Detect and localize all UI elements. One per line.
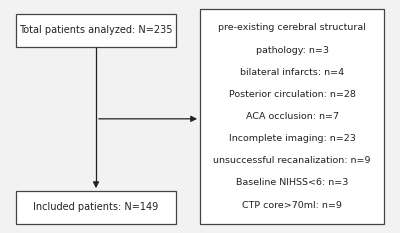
Text: Posterior circulation: n=28: Posterior circulation: n=28 <box>228 90 356 99</box>
Text: Total patients analyzed: N=235: Total patients analyzed: N=235 <box>19 25 173 35</box>
Text: Included patients: N=149: Included patients: N=149 <box>33 202 159 212</box>
Text: unsuccessful recanalization: n=9: unsuccessful recanalization: n=9 <box>213 156 371 165</box>
FancyBboxPatch shape <box>16 191 176 224</box>
Text: ACA occlusion: n=7: ACA occlusion: n=7 <box>246 112 338 121</box>
Text: bilateral infarcts: n=4: bilateral infarcts: n=4 <box>240 68 344 77</box>
Text: pre-existing cerebral structural: pre-existing cerebral structural <box>218 24 366 32</box>
FancyBboxPatch shape <box>200 9 384 224</box>
Text: pathology: n=3: pathology: n=3 <box>256 46 328 55</box>
Text: CTP core>70ml: n=9: CTP core>70ml: n=9 <box>242 201 342 209</box>
Text: Baseline NIHSS<6: n=3: Baseline NIHSS<6: n=3 <box>236 178 348 187</box>
FancyBboxPatch shape <box>16 14 176 47</box>
Text: Incomplete imaging: n=23: Incomplete imaging: n=23 <box>228 134 356 143</box>
